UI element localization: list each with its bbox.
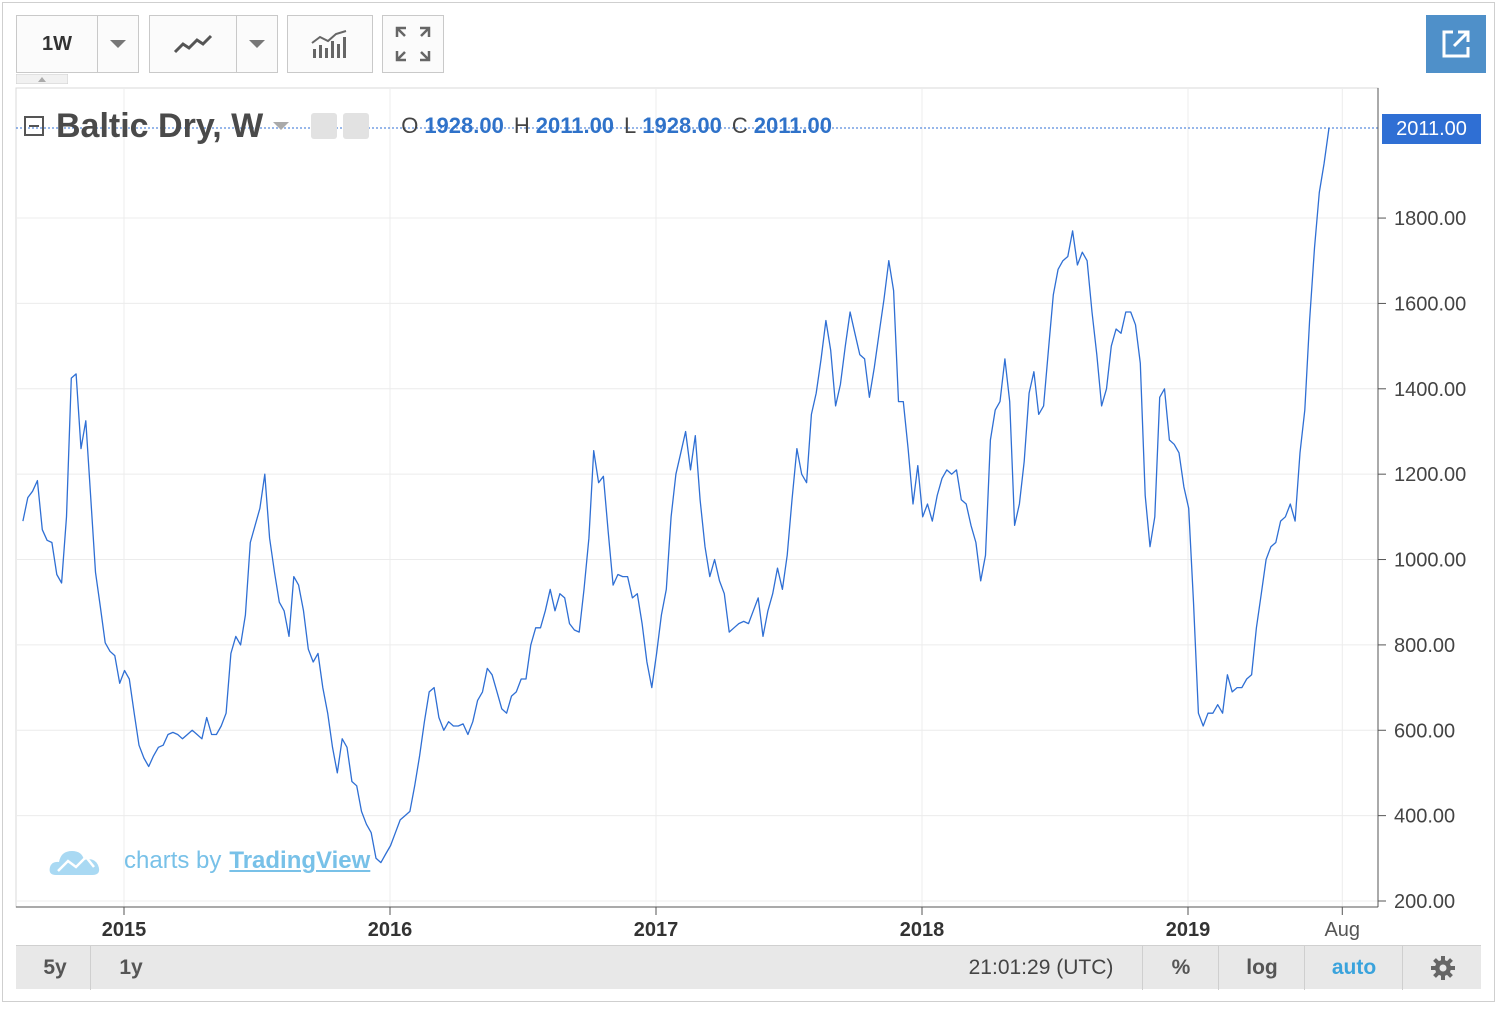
chart-settings-button[interactable]	[1402, 946, 1482, 990]
collapse-toolbar-icon[interactable]	[16, 74, 68, 84]
range-1y-button[interactable]: 1y	[90, 946, 171, 990]
x-tick-label: 2019	[1166, 919, 1211, 941]
y-tick-label: 200.00	[1394, 891, 1455, 913]
y-tick-label: 1400.00	[1394, 379, 1466, 401]
utc-clock[interactable]: 21:01:29 (UTC)	[968, 956, 1114, 979]
tradingview-cloud-icon	[49, 851, 100, 875]
tradingview-watermark[interactable]: charts by TradingView	[48, 845, 370, 877]
plot-area	[15, 87, 1379, 908]
popout-button[interactable]	[1426, 15, 1486, 73]
x-tick-label: 2018	[900, 919, 945, 941]
open-label: O	[401, 113, 419, 138]
interval-button[interactable]: 1W	[16, 15, 98, 73]
popout-icon	[1442, 30, 1470, 58]
close-value: 2011.00	[753, 113, 833, 138]
collapse-legend-icon[interactable]	[24, 116, 44, 136]
y-tick-label: 1800.00	[1394, 208, 1466, 230]
series-symbol[interactable]: Baltic Dry, W	[56, 106, 264, 145]
y-tick-label: 600.00	[1394, 720, 1455, 742]
fullscreen-button[interactable]	[382, 15, 444, 73]
close-label: C	[731, 113, 748, 138]
high-label: H	[513, 113, 530, 138]
chart-style-dropdown-button[interactable]	[236, 15, 278, 73]
x-tick-label: 2015	[102, 919, 147, 941]
low-value: 1928.00	[642, 113, 722, 138]
x-tick-label: Aug	[1324, 919, 1360, 941]
range-5y-button[interactable]: 5y	[43, 956, 67, 979]
tradingview-link[interactable]: TradingView	[229, 847, 371, 874]
high-value: 2011.00	[535, 113, 615, 138]
series-legend: Baltic Dry, W O 1928.00 H 2011.00 L 1928…	[24, 104, 832, 148]
chevron-down-icon	[110, 40, 126, 48]
open-value: 1928.00	[424, 113, 504, 138]
fullscreen-icon	[395, 26, 431, 62]
y-tick-label: 1600.00	[1394, 293, 1466, 315]
settings-small-icon[interactable]	[343, 113, 370, 139]
visibility-icon[interactable]	[311, 113, 338, 139]
y-tick-label: 1200.00	[1394, 464, 1466, 486]
indicators-button[interactable]	[287, 15, 373, 73]
y-tick-label: 400.00	[1394, 806, 1455, 828]
watermark-prefix: charts by	[124, 847, 222, 874]
chevron-down-icon	[249, 40, 265, 48]
x-tick-label: 2017	[634, 919, 679, 941]
x-tick-label: 2016	[368, 919, 413, 941]
last-price-tag: 2011.00	[1382, 114, 1481, 144]
line-chart-icon	[173, 34, 213, 54]
y-tick-label: 800.00	[1394, 635, 1455, 657]
low-label: L	[624, 113, 637, 138]
bottom-toolbar: 5y 1y 21:01:29 (UTC) % log auto	[16, 945, 1482, 990]
chart-style-button[interactable]	[149, 15, 237, 73]
gear-icon	[1430, 956, 1455, 980]
percent-scale-button[interactable]: %	[1142, 946, 1219, 990]
indicators-icon	[311, 30, 347, 58]
y-tick-label: 1000.00	[1394, 550, 1466, 572]
chevron-down-icon[interactable]	[273, 122, 290, 130]
ohlc-values: O 1928.00 H 2011.00 L 1928.00 C 2011.00	[383, 113, 832, 139]
interval-dropdown-button[interactable]	[97, 15, 139, 73]
auto-scale-button[interactable]: auto	[1304, 946, 1403, 990]
log-scale-button[interactable]: log	[1218, 946, 1305, 990]
price-series-line[interactable]	[22, 127, 1330, 864]
